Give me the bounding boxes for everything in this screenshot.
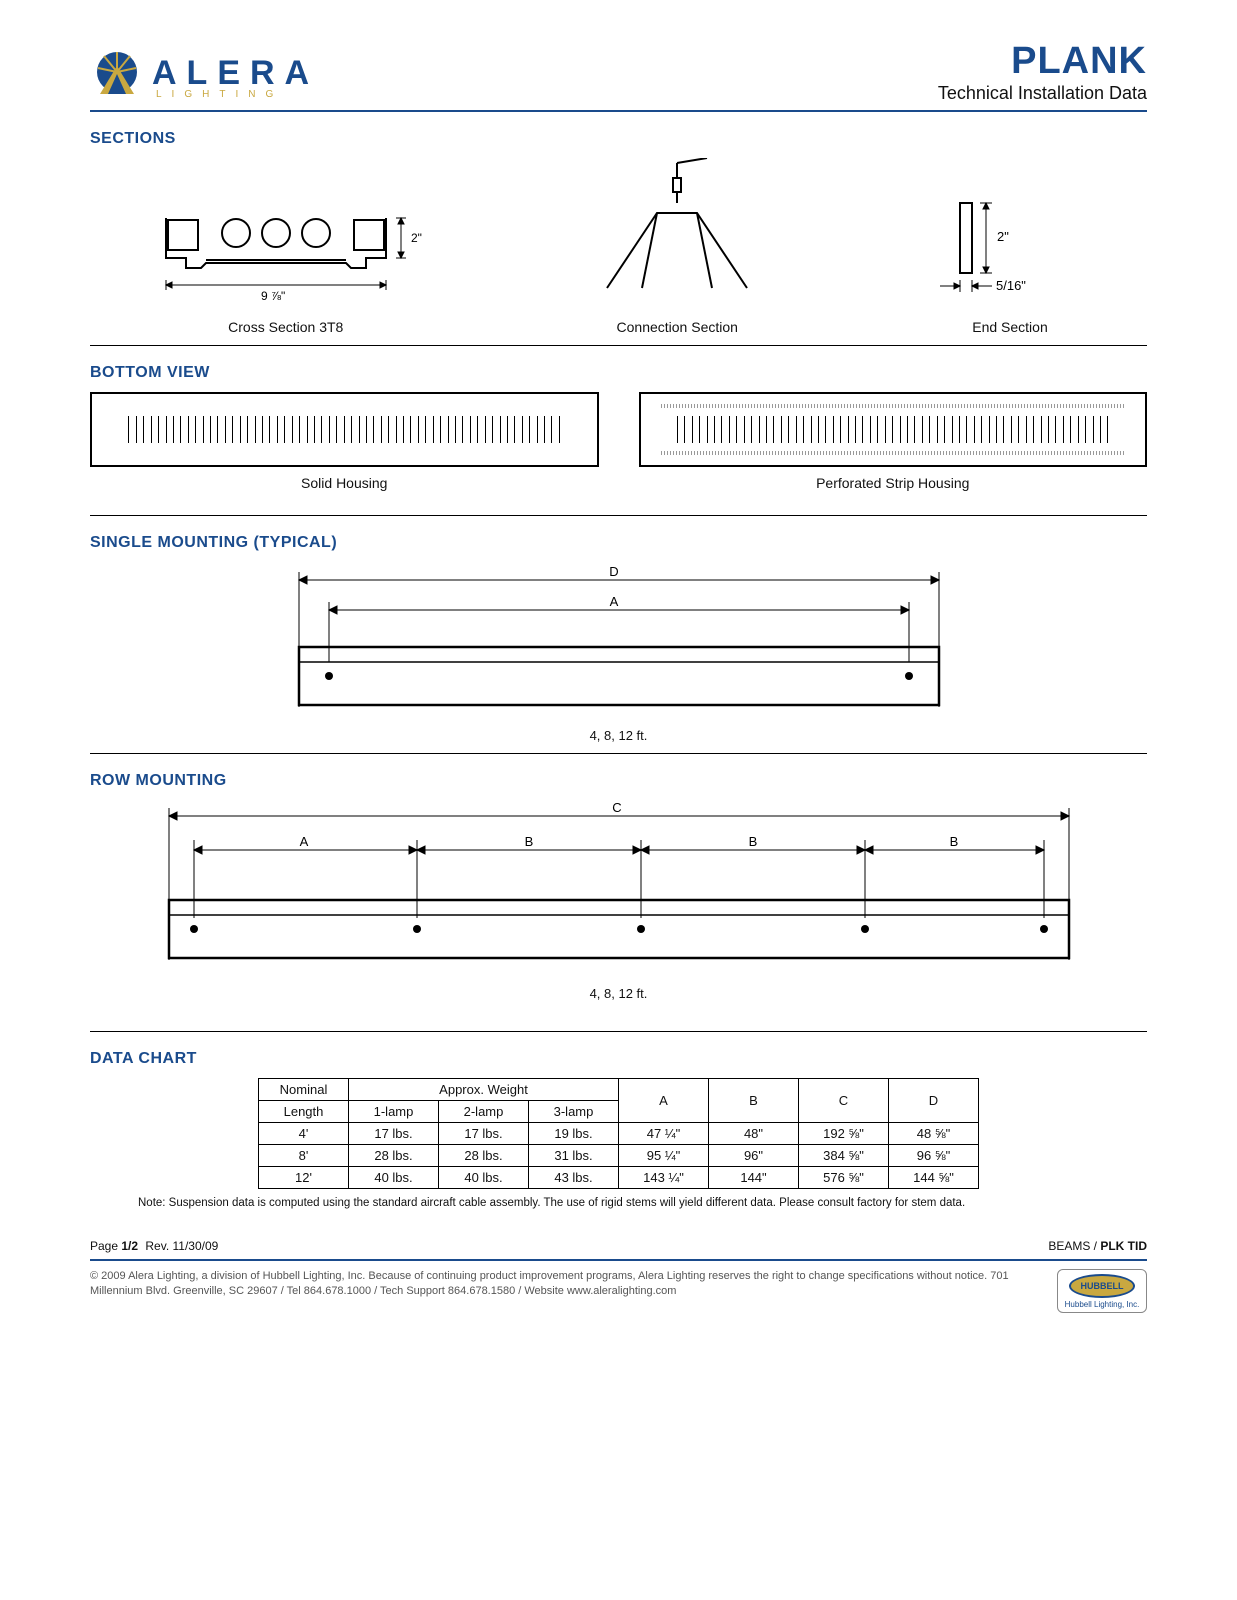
cross-section-diagram: 2" 9 ⅞" Cross Section 3T8 [90, 188, 481, 335]
cross-height-label: 2" [411, 231, 422, 245]
col-b: B [709, 1079, 799, 1123]
end-section-caption: End Section [873, 319, 1147, 335]
col-c: C [799, 1079, 889, 1123]
footer-copyright: © 2009 Alera Lighting, a division of Hub… [90, 1269, 1037, 1300]
bottom-view-row: Solid Housing Perforated Strip Housing [90, 392, 1147, 491]
col-2lamp: 2-lamp [439, 1101, 529, 1123]
col-length: Length [259, 1101, 349, 1123]
col-nominal: Nominal [259, 1079, 349, 1101]
page-number: Page 1/2 [90, 1239, 138, 1253]
table-row: 8'28 lbs.28 lbs.31 lbs.95 ¼"96"384 ⅝"96 … [259, 1145, 979, 1167]
sections-row: 2" 9 ⅞" Cross Section 3T8 Connection Sec… [90, 158, 1147, 335]
col-a: A [619, 1079, 709, 1123]
connection-section-caption: Connection Section [481, 319, 872, 335]
single-mounting-note: 4, 8, 12 ft. [90, 728, 1147, 743]
row-seg-a: A [299, 834, 308, 849]
table-row: 4'17 lbs.17 lbs.19 lbs.47 ¼"48"192 ⅝"48 … [259, 1123, 979, 1145]
cross-section-caption: Cross Section 3T8 [90, 319, 481, 335]
row-mounting-diagram: C A B B B [139, 800, 1099, 980]
perforated-housing: Perforated Strip Housing [639, 392, 1148, 491]
footer-top: Page 1/2 Rev. 11/30/09 BEAMS / PLK TID [90, 1239, 1147, 1257]
row-seg-b3: B [949, 834, 958, 849]
end-height-label: 2" [997, 229, 1009, 244]
row-dim-c: C [612, 800, 621, 815]
perforated-housing-caption: Perforated Strip Housing [639, 475, 1148, 491]
col-weight: Approx. Weight [349, 1079, 619, 1101]
revision: Rev. 11/30/09 [145, 1239, 218, 1253]
product-subtitle: Technical Installation Data [938, 83, 1147, 104]
table-row: 12'40 lbs.40 lbs.43 lbs.143 ¼"144"576 ⅝"… [259, 1167, 979, 1189]
bottom-view-heading: BOTTOM VIEW [90, 364, 1147, 382]
data-chart-note: Note: Suspension data is computed using … [138, 1197, 1147, 1209]
table-header-row-1: Nominal Approx. Weight A B C D [259, 1079, 979, 1101]
single-mounting-diagram: D A [259, 562, 979, 722]
hubbell-logo: HUBBELL Hubbell Lighting, Inc. [1057, 1269, 1147, 1313]
cross-width-label: 9 ⅞" [261, 289, 285, 303]
logo-icon [90, 50, 144, 104]
solid-housing-caption: Solid Housing [90, 475, 599, 491]
sections-heading: SECTIONS [90, 130, 1147, 148]
single-dim-a: A [609, 594, 618, 609]
hubbell-oval: HUBBELL [1069, 1274, 1135, 1298]
footer-doc-id: BEAMS / PLK TID [1048, 1239, 1147, 1253]
single-mounting-heading: SINGLE MOUNTING (TYPICAL) [90, 534, 1147, 552]
row-seg-b1: B [524, 834, 533, 849]
col-1lamp: 1-lamp [349, 1101, 439, 1123]
data-chart-heading: DATA CHART [90, 1050, 1147, 1068]
solid-housing: Solid Housing [90, 392, 599, 491]
hubbell-sub: Hubbell Lighting, Inc. [1065, 1300, 1140, 1309]
row-mounting-note: 4, 8, 12 ft. [90, 986, 1147, 1001]
col-3lamp: 3-lamp [529, 1101, 619, 1123]
brand-logo: ALERA LIGHTING [90, 50, 319, 104]
row-seg-b2: B [748, 834, 757, 849]
data-chart-table: Nominal Approx. Weight A B C D Length 1-… [258, 1078, 979, 1189]
connection-section-diagram: Connection Section [481, 158, 872, 335]
row-mounting-heading: ROW MOUNTING [90, 772, 1147, 790]
footer-bottom: © 2009 Alera Lighting, a division of Hub… [90, 1269, 1147, 1313]
col-d: D [889, 1079, 979, 1123]
product-title: PLANK [938, 40, 1147, 83]
brand-name: ALERA [152, 54, 319, 93]
single-dim-d: D [609, 564, 618, 579]
end-width-label: 5/16" [996, 278, 1026, 293]
header: ALERA LIGHTING PLANK Technical Installat… [90, 40, 1147, 112]
end-section-diagram: 2" 5/16" End Section [873, 188, 1147, 335]
title-block: PLANK Technical Installation Data [938, 40, 1147, 104]
